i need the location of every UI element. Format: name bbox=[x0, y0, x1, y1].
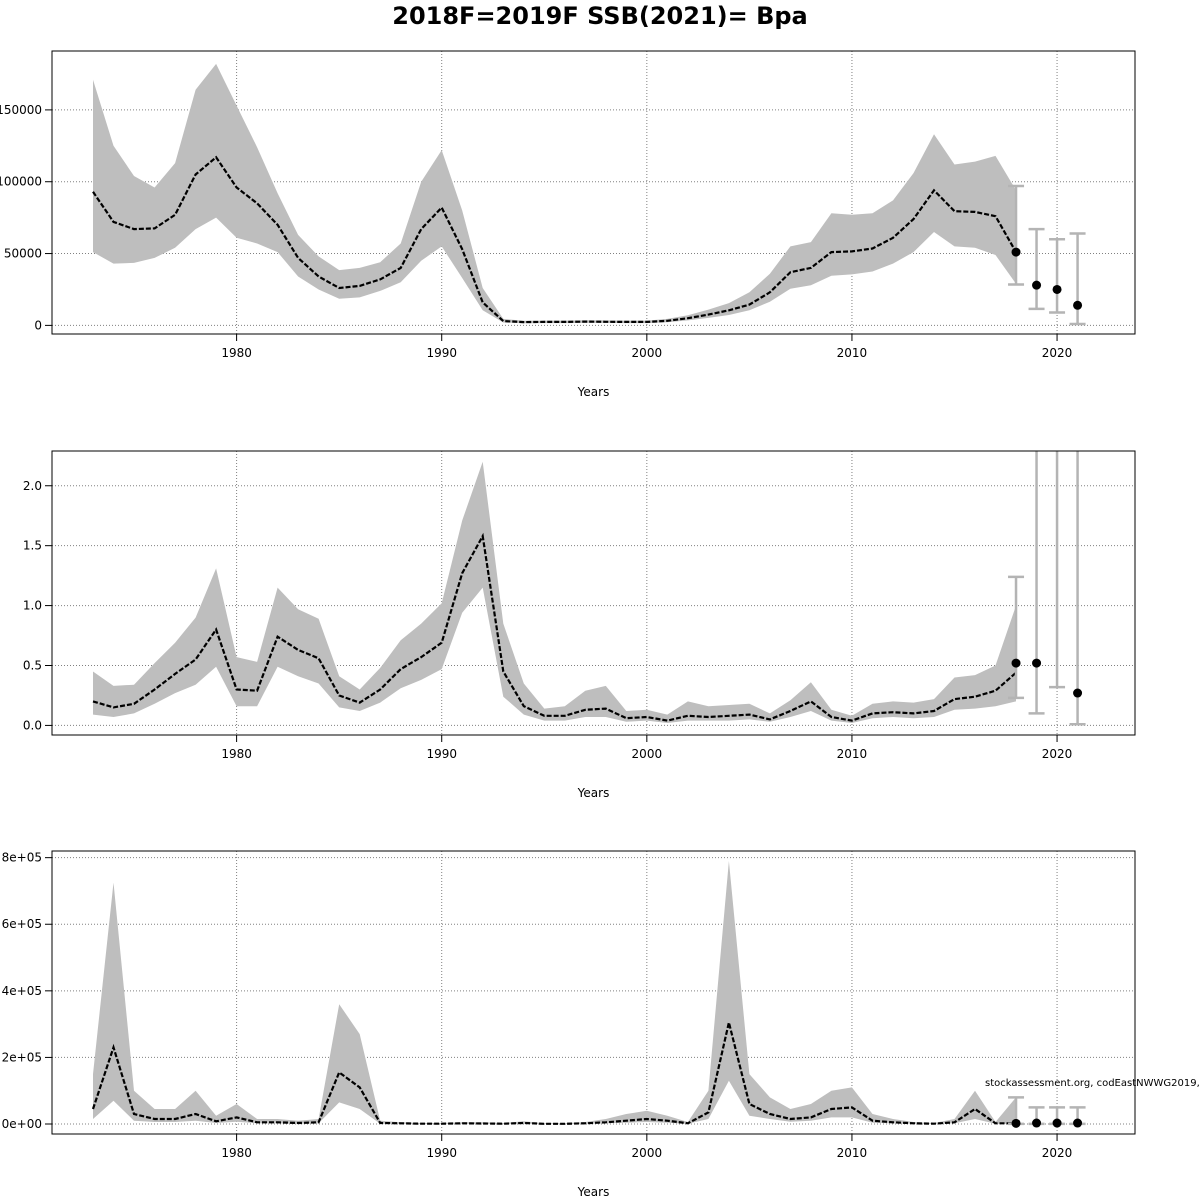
panel-frame bbox=[51, 850, 1136, 1135]
x-tick-label: 2010 bbox=[837, 747, 868, 761]
forecast-point bbox=[1053, 439, 1062, 448]
forecast-point bbox=[1011, 658, 1021, 668]
y-tick-label: 6e+05 bbox=[2, 917, 42, 931]
forecast-point bbox=[1032, 1118, 1042, 1128]
x-tick-label: 2020 bbox=[1042, 747, 1073, 761]
forecast-point bbox=[1073, 300, 1083, 310]
y-tick-label: 150000 bbox=[0, 103, 42, 117]
x-tick-label: 2010 bbox=[837, 346, 868, 360]
panel-frame bbox=[51, 450, 1136, 736]
x-tick-label: 1990 bbox=[426, 747, 457, 761]
x-tick-label: 2000 bbox=[632, 346, 663, 360]
confidence-band bbox=[93, 861, 1016, 1124]
x-axis-label: Years bbox=[577, 786, 610, 800]
y-tick-label: 2.0 bbox=[23, 479, 42, 493]
forecast-point bbox=[1073, 1118, 1083, 1128]
panel-frame bbox=[51, 50, 1136, 335]
estimate-line bbox=[91, 1022, 1016, 1125]
y-tick-label: 2e+05 bbox=[2, 1050, 42, 1064]
plot-area bbox=[92, 439, 1086, 726]
x-tick-label: 2000 bbox=[632, 1146, 663, 1160]
panel-3: 1980 1990 2000 2010 2020 0e+00 2e+05 4e+05 6e+05… bbox=[2, 850, 1136, 1199]
panel-2: 1980 1990 2000 2010 2020 0.0 0.5 1.0 1.5 2.0 Years bbox=[23, 439, 1136, 800]
y-tick-label: 4e+05 bbox=[2, 984, 42, 998]
forecast-point bbox=[1032, 658, 1042, 668]
y-tick-label: 0.5 bbox=[23, 658, 42, 672]
y-tick-label: 100000 bbox=[0, 175, 42, 189]
x-axis-label: Years bbox=[577, 385, 610, 399]
x-tick-label: 2000 bbox=[632, 747, 663, 761]
forecast-point bbox=[1011, 247, 1021, 257]
y-tick-label: 8e+05 bbox=[2, 851, 42, 865]
watermark-text: stockassessment.org, codEastNWWG2019, bbox=[985, 1078, 1200, 1089]
plot-area bbox=[92, 63, 1086, 326]
x-tick-label: 1990 bbox=[426, 1146, 457, 1160]
x-tick-label: 2010 bbox=[837, 1146, 868, 1160]
forecast-point bbox=[1073, 688, 1083, 698]
y-tick-label: 0e+00 bbox=[2, 1117, 42, 1131]
x-tick-label: 1990 bbox=[426, 346, 457, 360]
x-tick-label: 2020 bbox=[1042, 1146, 1073, 1160]
y-tick-label: 0 bbox=[34, 318, 42, 332]
y-tick-label: 1.0 bbox=[23, 599, 42, 613]
forecast-point bbox=[1052, 1118, 1062, 1128]
panel-1: 1980 1990 2000 2010 2020 0 50000 100000 150000 Ye… bbox=[0, 50, 1136, 399]
x-axis-label: Years bbox=[577, 1185, 610, 1199]
forecast-point bbox=[1032, 280, 1042, 290]
x-tick-label: 1980 bbox=[221, 747, 252, 761]
estimate-line bbox=[92, 532, 1017, 722]
chart-title: 2018F=2019F SSB(2021)= Bpa bbox=[392, 2, 808, 30]
x-tick-label: 1980 bbox=[221, 346, 252, 360]
x-tick-label: 2020 bbox=[1042, 346, 1073, 360]
y-tick-label: 50000 bbox=[4, 247, 42, 261]
forecast-point bbox=[1011, 1118, 1021, 1128]
x-tick-label: 1980 bbox=[221, 1146, 252, 1160]
y-tick-label: 0.0 bbox=[23, 718, 42, 732]
forecast-point bbox=[1052, 284, 1062, 294]
estimate-line bbox=[92, 155, 1017, 324]
y-tick-label: 1.5 bbox=[23, 539, 42, 553]
confidence-band bbox=[93, 63, 1016, 324]
confidence-band bbox=[93, 461, 1016, 723]
plot-area bbox=[91, 861, 1086, 1128]
